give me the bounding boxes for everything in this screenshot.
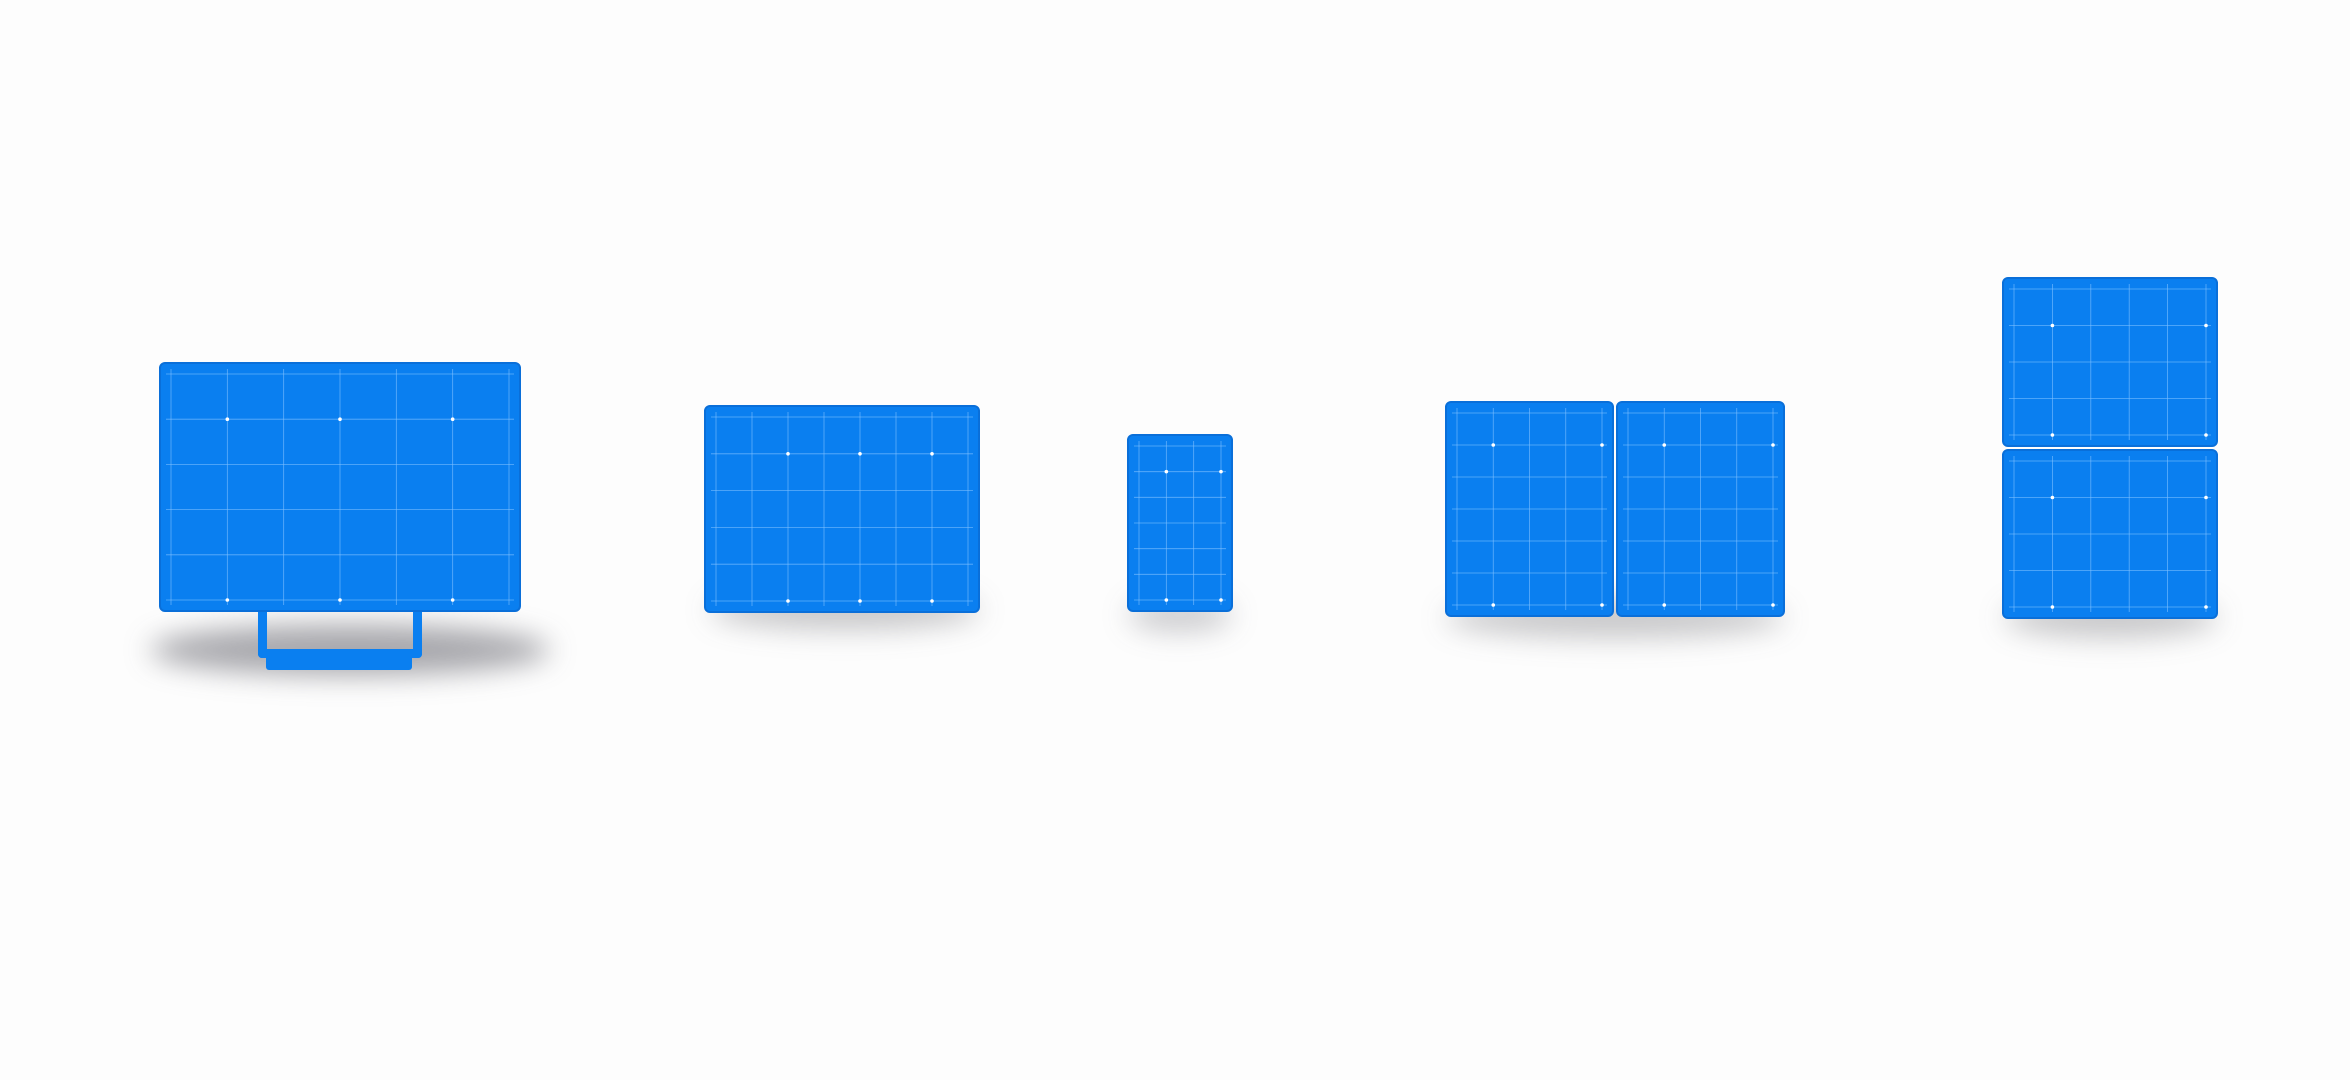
grid-intersection-dot	[1164, 469, 1169, 474]
monitor-stand-base	[266, 650, 412, 670]
grid-intersection-dot	[1600, 603, 1604, 607]
grid-intersection-dot	[930, 599, 934, 603]
screen-grid	[1134, 441, 1226, 605]
grid-intersection-dot	[1771, 603, 1775, 607]
grid-intersection-dot	[1662, 603, 1667, 607]
screen-grid	[711, 412, 973, 606]
grid-intersection-dot	[930, 452, 934, 456]
foldable-left-screen	[1445, 401, 1614, 617]
screen-grid	[1623, 408, 1778, 610]
grid-intersection-dot	[1662, 443, 1667, 447]
foldable-bottom-screen	[2002, 449, 2218, 619]
grid-intersection-dot	[786, 599, 790, 603]
grid-intersection-dot	[2204, 433, 2208, 437]
grid-intersection-dot	[1219, 598, 1223, 602]
grid-intersection-dot	[338, 598, 342, 602]
grid-intersection-dot	[2050, 495, 2055, 500]
grid-intersection-dot	[2204, 495, 2208, 500]
grid-intersection-dot	[1491, 443, 1496, 447]
grid-intersection-dot	[2204, 323, 2208, 328]
grid-intersection-dot	[1219, 469, 1223, 474]
grid-intersection-dot	[1491, 603, 1496, 607]
grid-intersection-dot	[225, 417, 230, 421]
screen-grid	[166, 369, 514, 605]
grid-intersection-dot	[1164, 598, 1169, 602]
foldable-right-screen	[1616, 401, 1785, 617]
screen-grid	[2009, 456, 2211, 612]
grid-intersection-dot	[2050, 433, 2055, 437]
grid-intersection-dot	[2050, 605, 2055, 609]
grid-intersection-dot	[1771, 443, 1775, 447]
grid-intersection-dot	[2050, 323, 2055, 328]
grid-intersection-dot	[858, 599, 862, 603]
grid-intersection-dot	[858, 452, 862, 456]
foldable-top-screen	[2002, 277, 2218, 447]
grid-intersection-dot	[1600, 443, 1604, 447]
grid-intersection-dot	[786, 452, 790, 456]
tablet-screen	[704, 405, 980, 613]
grid-intersection-dot	[450, 417, 455, 421]
grid-intersection-dot	[225, 598, 230, 602]
grid-intersection-dot	[338, 417, 342, 421]
monitor-screen	[159, 362, 521, 612]
screen-grid	[2009, 284, 2211, 440]
grid-intersection-dot	[2204, 605, 2208, 609]
grid-intersection-dot	[450, 598, 455, 602]
phone-screen	[1127, 434, 1233, 612]
screen-grid	[1452, 408, 1607, 610]
